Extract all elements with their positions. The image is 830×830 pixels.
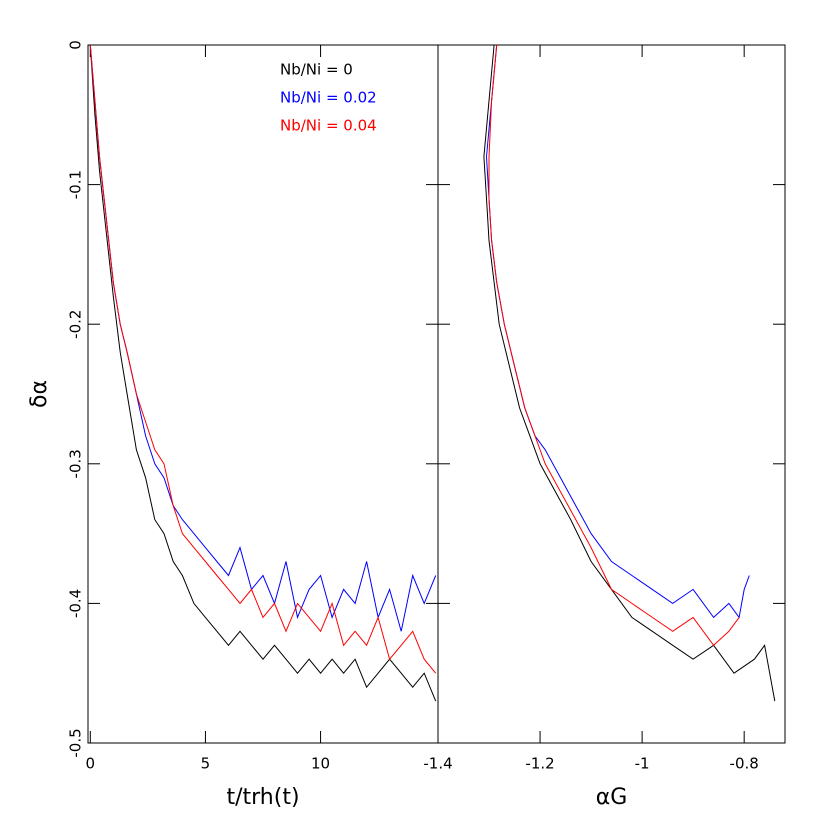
series-line bbox=[485, 44, 750, 619]
y-tick-label: -0.2 bbox=[67, 310, 85, 339]
x-tick-label: -1 bbox=[635, 755, 650, 773]
series-line bbox=[89, 44, 437, 674]
legend-entry: Nb/Ni = 0.04 bbox=[280, 117, 377, 135]
x-tick-label: -0.8 bbox=[730, 755, 759, 773]
y-axis-label: δα bbox=[27, 380, 52, 408]
series-line bbox=[488, 44, 740, 647]
legend-entry: Nb/Ni = 0.02 bbox=[280, 89, 377, 107]
legend-entry: Nb/Ni = 0 bbox=[280, 61, 353, 79]
x-tick-label: 10 bbox=[311, 755, 330, 773]
x-axis-label: αG bbox=[596, 785, 628, 810]
series-line bbox=[483, 44, 776, 702]
x-tick-label: -1.2 bbox=[525, 755, 554, 773]
right-frame bbox=[437, 44, 786, 744]
x-axis-label: t/trh(t) bbox=[226, 785, 299, 810]
y-tick-label: -0.1 bbox=[67, 170, 85, 199]
y-tick-label: -0.4 bbox=[67, 589, 85, 618]
x-tick-label: -1.4 bbox=[423, 755, 452, 773]
x-tick-label: 0 bbox=[86, 755, 96, 773]
y-tick-label: 0 bbox=[67, 40, 85, 50]
y-tick-label: -0.3 bbox=[67, 449, 85, 478]
y-tick-label: -0.5 bbox=[67, 728, 85, 757]
left-frame bbox=[87, 44, 439, 744]
series-line bbox=[89, 44, 437, 702]
series-line bbox=[89, 44, 437, 632]
x-tick-label: 5 bbox=[201, 755, 211, 773]
